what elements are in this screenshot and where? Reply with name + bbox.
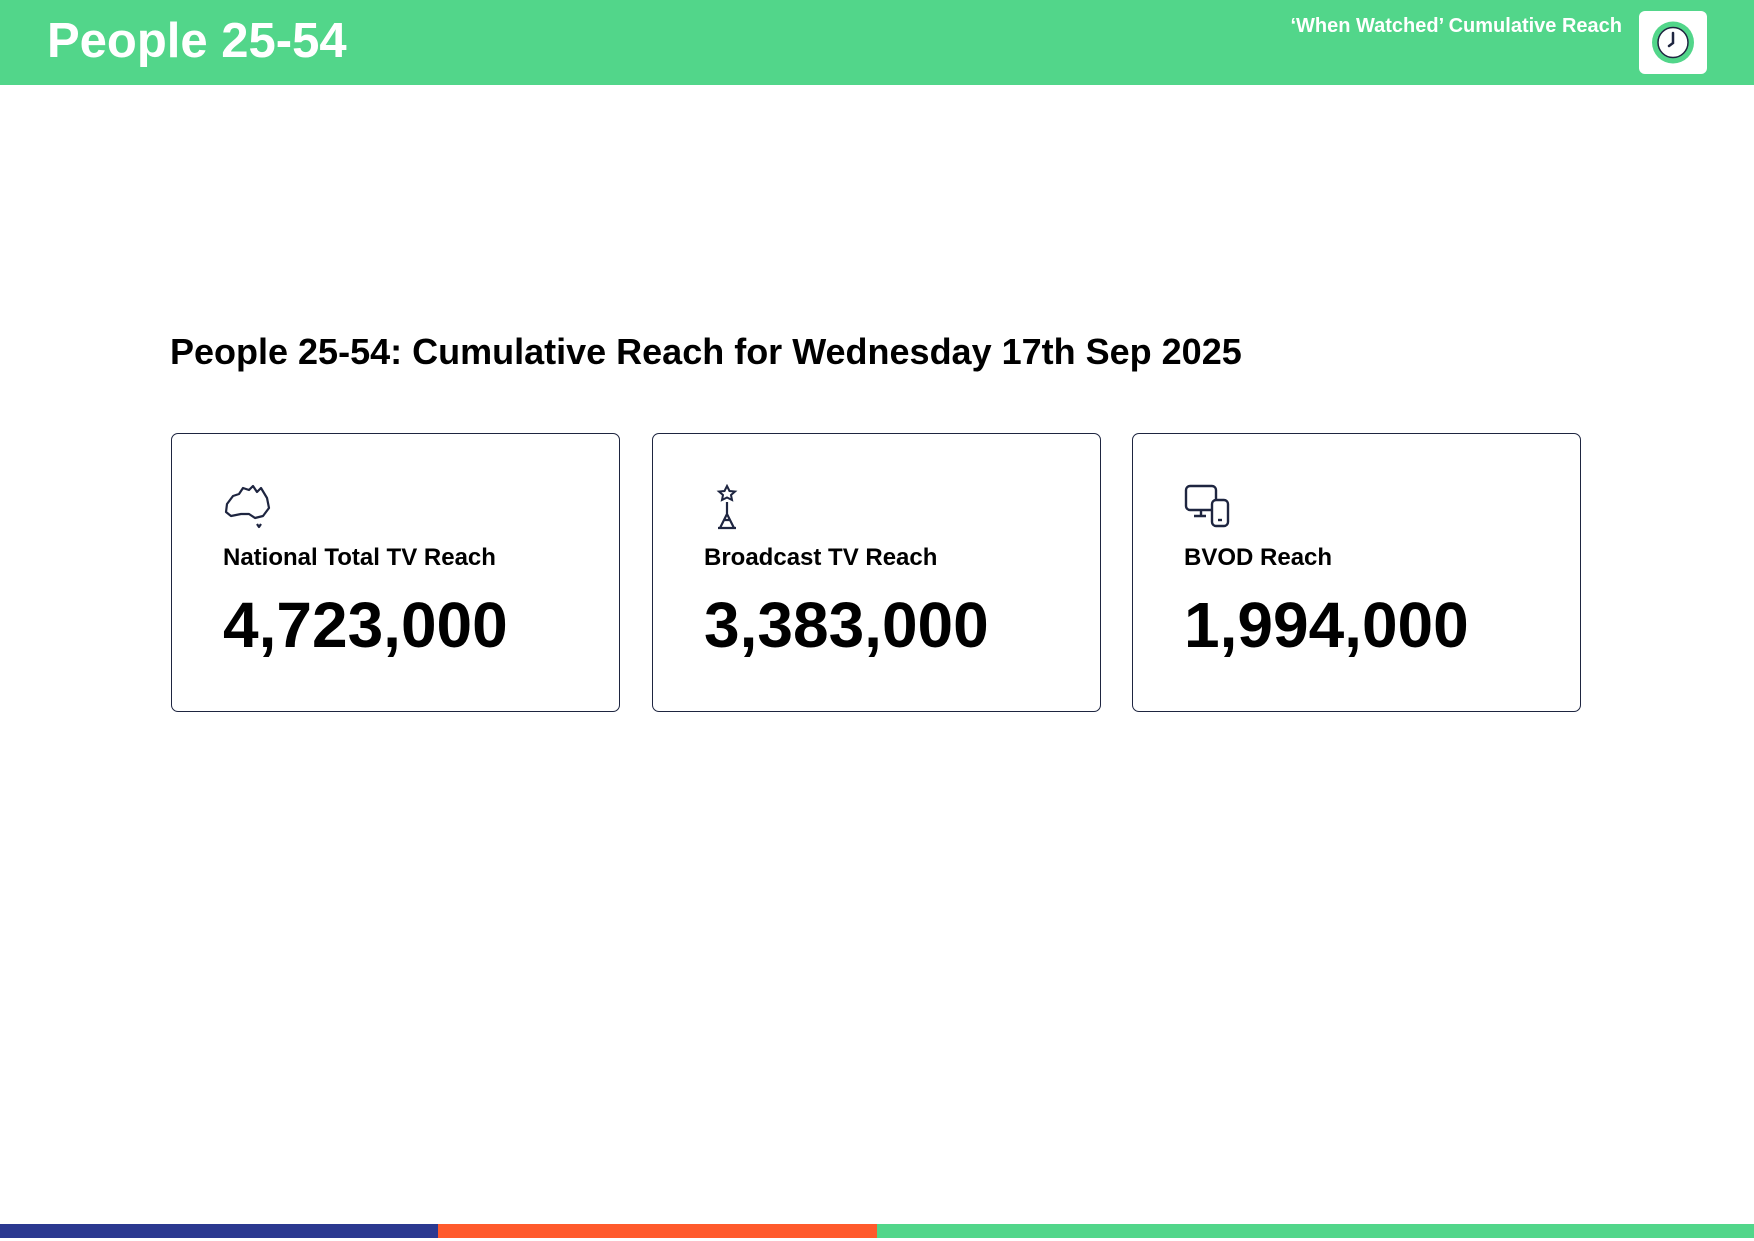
- australia-icon: [224, 484, 271, 529]
- broadcast-icon: [716, 484, 738, 530]
- footer-bar: [438, 1224, 877, 1238]
- devices-icon: [1184, 484, 1230, 528]
- footer-bar: [877, 1224, 1754, 1238]
- card-label: Broadcast TV Reach: [704, 544, 938, 571]
- card-value: 4,723,000: [223, 589, 508, 661]
- heading: People 25-54: Cumulative Reach for Wedne…: [170, 331, 1242, 372]
- clock-svg: [1652, 21, 1694, 64]
- header-subtitle: ‘When Watched’ Cumulative Reach: [1290, 15, 1622, 37]
- card-label: BVOD Reach: [1184, 544, 1333, 571]
- card-value: 1,994,000: [1184, 589, 1469, 661]
- card-value: 3,383,000: [704, 589, 989, 661]
- clock-icon: [1639, 11, 1707, 74]
- footer-bar: [0, 1224, 438, 1238]
- card: National Total TV Reach 4,723,000: [171, 433, 620, 712]
- header: People 25-54 ‘When Watched’ Cumulative R…: [0, 0, 1754, 85]
- card: BVOD Reach 1,994,000: [1132, 433, 1581, 712]
- header-title: People 25-54: [47, 14, 347, 68]
- card-label: National Total TV Reach: [223, 544, 496, 571]
- card: Broadcast TV Reach 3,383,000: [652, 433, 1101, 712]
